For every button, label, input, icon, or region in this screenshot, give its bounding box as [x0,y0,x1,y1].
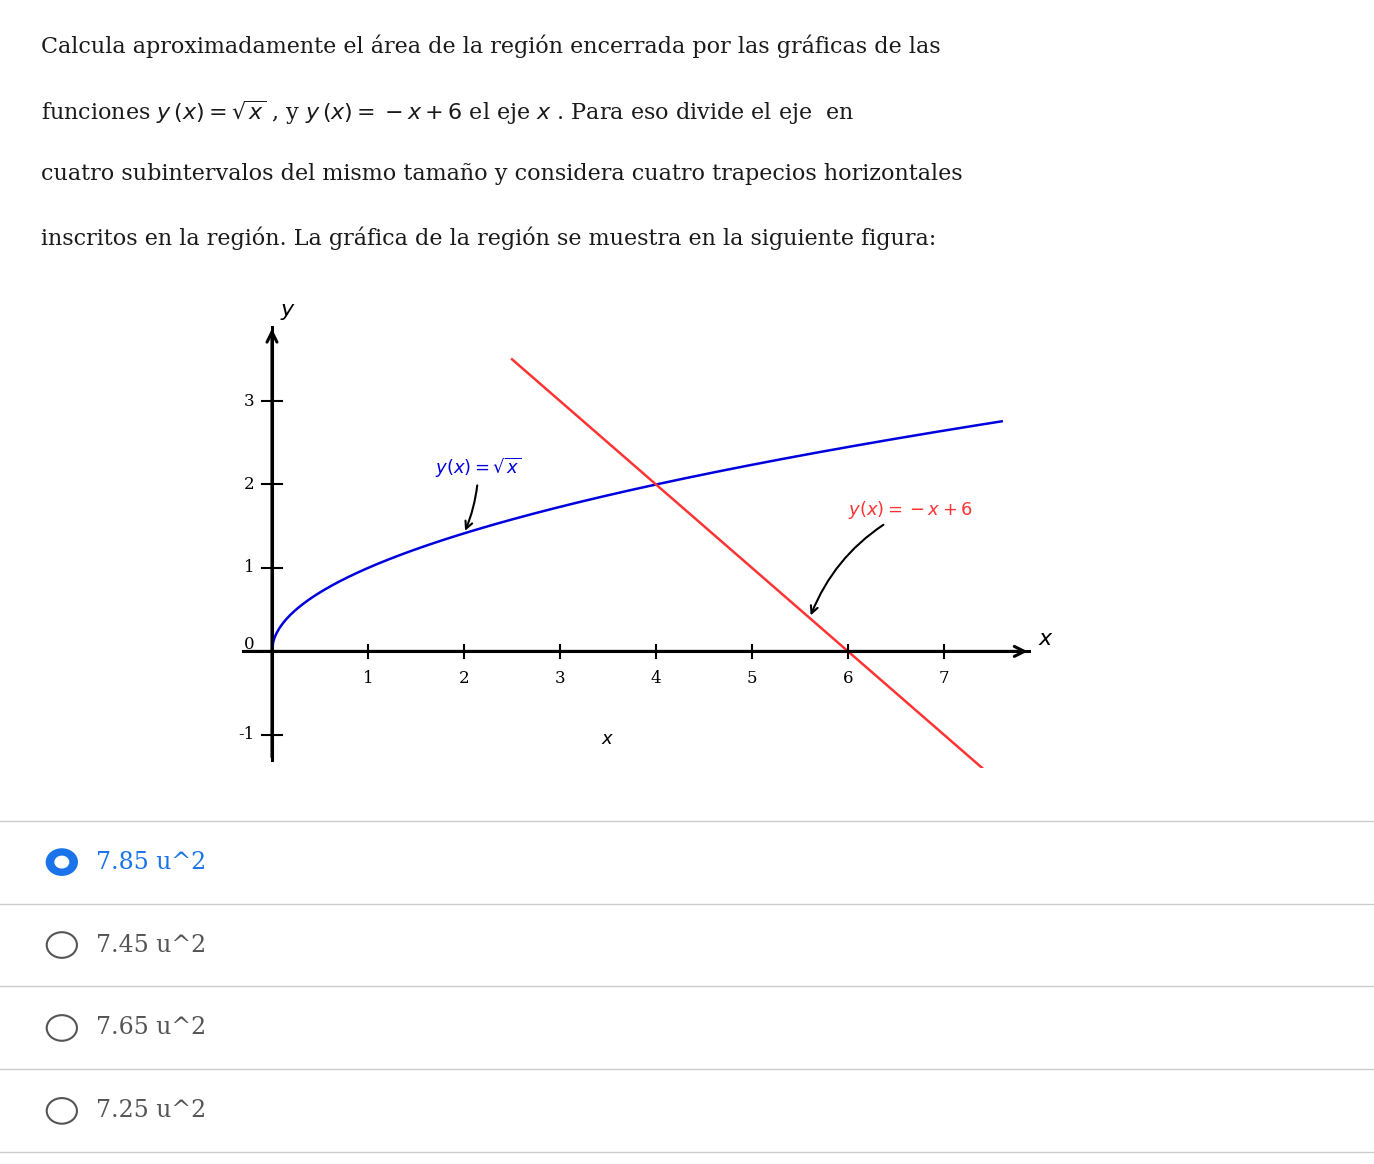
Text: 7.65 u^2: 7.65 u^2 [96,1016,206,1039]
Text: $y$: $y$ [280,300,295,321]
Text: 4: 4 [651,669,661,687]
Text: $x$: $x$ [1039,627,1054,650]
Text: 5: 5 [747,669,757,687]
Text: -1: -1 [239,726,254,744]
Text: 7.45 u^2: 7.45 u^2 [96,934,206,957]
Text: $y(x) = -x + 6$: $y(x) = -x + 6$ [811,498,973,613]
Text: $y(x) = \sqrt{x}$: $y(x) = \sqrt{x}$ [436,456,522,528]
Text: 7: 7 [938,669,949,687]
Text: 6: 6 [842,669,853,687]
Text: cuatro subintervalos del mismo tamaño y considera cuatro trapecios horizontales: cuatro subintervalos del mismo tamaño y … [41,163,963,185]
Text: 7.85 u^2: 7.85 u^2 [96,851,206,874]
Text: Calcula aproximadamente el área de la región encerrada por las gráficas de las: Calcula aproximadamente el área de la re… [41,35,941,58]
Text: $x$: $x$ [602,730,614,748]
Text: 7.25 u^2: 7.25 u^2 [96,1099,206,1122]
Text: 0: 0 [245,637,254,653]
Text: 1: 1 [245,560,254,576]
Text: 3: 3 [555,669,565,687]
Text: 2: 2 [245,476,254,494]
Text: 3: 3 [245,392,254,410]
Text: inscritos en la región. La gráfica de la región se muestra en la siguiente figur: inscritos en la región. La gráfica de la… [41,227,937,250]
Text: 1: 1 [363,669,374,687]
Text: funciones $y\,(x) = \sqrt{x}$ , y $y\,(x) = -x + 6$ el eje $x$ . Para eso divide: funciones $y\,(x) = \sqrt{x}$ , y $y\,(x… [41,99,855,127]
Text: 2: 2 [459,669,470,687]
